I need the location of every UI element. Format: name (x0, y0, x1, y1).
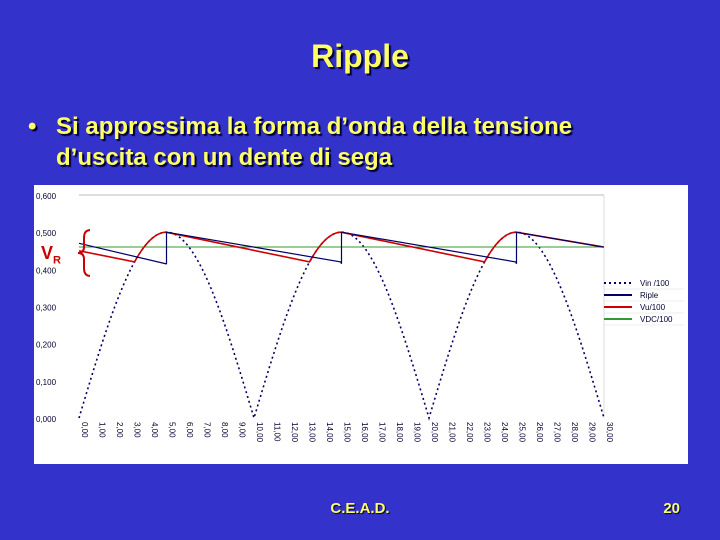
x-tick-label: 22,00 (465, 422, 474, 443)
x-tick-label: 19,00 (413, 422, 422, 443)
y-tick-label: 0,100 (36, 378, 57, 387)
x-tick-label: 6,00 (185, 422, 194, 438)
x-tick-label: 28,00 (570, 422, 579, 443)
legend-label: Vin /100 (640, 279, 670, 288)
x-tick-label: 15,00 (343, 422, 352, 443)
y-tick-label: 0,600 (36, 192, 57, 201)
x-tick-label: 14,00 (325, 422, 334, 443)
x-tick-label: 30,00 (605, 422, 614, 443)
footer-text: C.E.A.D. (330, 500, 390, 517)
x-tick-label: 13,00 (308, 422, 317, 443)
y-tick-label: 0,200 (36, 341, 57, 350)
bullet-symbol: • (28, 113, 37, 140)
y-tick-label: 0,300 (36, 304, 57, 313)
vr-label-sub: R (53, 254, 61, 267)
series-vu-line (78, 231, 605, 263)
x-tick-label: 9,00 (238, 422, 247, 438)
bullet-text-line-2: d’uscita con un dente di sega (56, 144, 393, 171)
x-tick-label: 10,00 (255, 422, 264, 443)
legend-label: Riple (640, 291, 659, 300)
y-tick-label: 0,000 (36, 415, 57, 424)
x-tick-label: 3,00 (133, 422, 142, 438)
x-tick-label: 4,00 (150, 422, 159, 438)
x-tick-label: 0,00 (80, 422, 89, 438)
x-tick-label: 7,00 (203, 422, 212, 438)
bullet-point: • Si approssima la forma d’onda della te… (28, 111, 698, 173)
x-tick-label: 2,00 (115, 422, 124, 438)
legend-label: Vu/100 (640, 303, 666, 312)
x-tick-label: 8,00 (220, 422, 229, 438)
x-tick-label: 18,00 (395, 422, 404, 443)
x-tick-label: 12,00 (290, 422, 299, 443)
ripple-chart: 0,000 0,100 0,200 0,300 0,400 0,500 0,600 0,00 1… (34, 185, 688, 464)
x-tick-label: 29,00 (588, 422, 597, 443)
page-number: 20 (663, 500, 680, 517)
vr-brace (77, 229, 91, 277)
x-tick-label: 24,00 (500, 422, 509, 443)
slide-title: Ripple (311, 38, 409, 74)
x-tick-label: 27,00 (553, 422, 562, 443)
x-tick-label: 25,00 (518, 422, 527, 443)
vr-label: VR (41, 243, 61, 267)
x-tick-label: 21,00 (448, 422, 457, 443)
series-ripple-line (78, 231, 604, 265)
x-tick-label: 1,00 (98, 422, 107, 438)
vr-label-main: V (41, 243, 54, 263)
x-tick-label: 11,00 (273, 422, 282, 442)
chart-svg: 0,000 0,100 0,200 0,300 0,400 0,500 0,600 0,00 1… (36, 192, 684, 443)
bullet-text-line-1: Si approssima la forma d’onda della tens… (56, 113, 573, 140)
x-tick-label: 5,00 (168, 422, 177, 438)
x-tick-label: 23,00 (483, 422, 492, 443)
y-tick-label: 0,400 (36, 266, 57, 275)
legend-label: VDC/100 (640, 315, 673, 324)
y-tick-label: 0,500 (36, 229, 57, 238)
x-tick-label: 16,00 (360, 422, 369, 443)
x-tick-label: 20,00 (430, 422, 439, 443)
x-tick-label: 26,00 (535, 422, 544, 443)
x-tick-label: 17,00 (378, 422, 387, 443)
